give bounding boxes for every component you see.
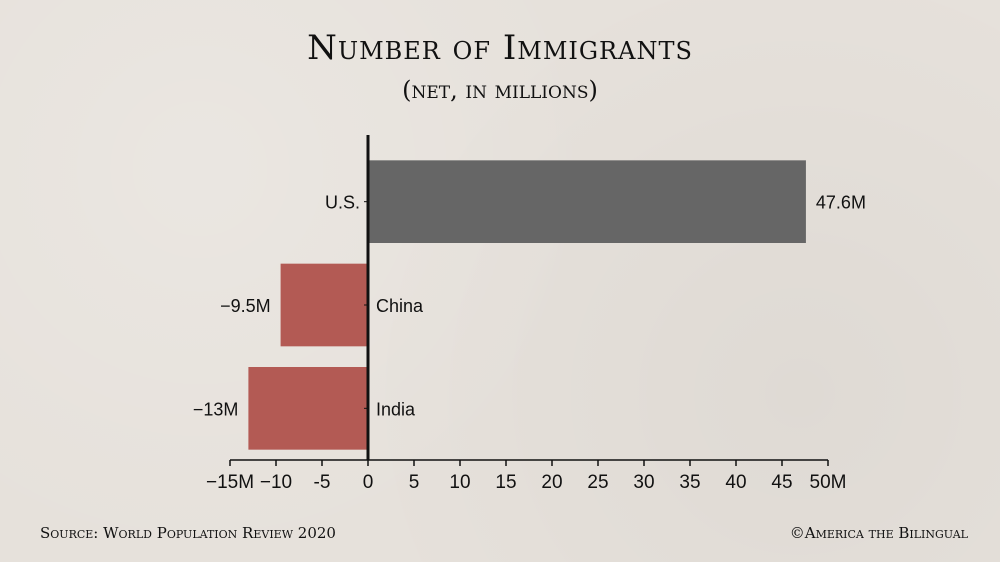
x-tick-label: 10 bbox=[449, 472, 470, 493]
x-tick-label: 35 bbox=[679, 472, 700, 493]
bar-china bbox=[280, 263, 368, 347]
value-label: 47.6M bbox=[816, 193, 866, 213]
x-tick-label: 30 bbox=[633, 472, 654, 493]
chart-subtitle: (net, in millions) bbox=[402, 76, 598, 104]
category-label: China bbox=[376, 296, 424, 316]
x-tick-label: −15M bbox=[206, 472, 254, 493]
x-tick-label: 15 bbox=[495, 472, 516, 493]
bar-us bbox=[368, 160, 806, 243]
x-tick-label: 40 bbox=[725, 472, 746, 493]
chart-title: Number of Immigrants bbox=[307, 28, 693, 68]
category-label: U.S. bbox=[325, 193, 360, 213]
bar-india bbox=[248, 367, 368, 450]
source-note: Source: World Population Review 2020 bbox=[40, 524, 336, 542]
x-tick-label: 50M bbox=[810, 472, 847, 493]
x-tick-label: −10 bbox=[260, 472, 292, 493]
x-tick-label: 0 bbox=[363, 472, 374, 493]
x-tick-label: 45 bbox=[771, 472, 792, 493]
category-label: India bbox=[376, 399, 416, 419]
value-label: −13M bbox=[193, 399, 239, 419]
x-tick-label: 20 bbox=[541, 472, 562, 493]
x-tick-label: 5 bbox=[409, 472, 420, 493]
value-label: −9.5M bbox=[220, 296, 271, 316]
x-tick-label: -5 bbox=[314, 472, 331, 493]
credit-note: ©America the Bilingual bbox=[789, 524, 968, 542]
x-tick-label: 25 bbox=[587, 472, 608, 493]
